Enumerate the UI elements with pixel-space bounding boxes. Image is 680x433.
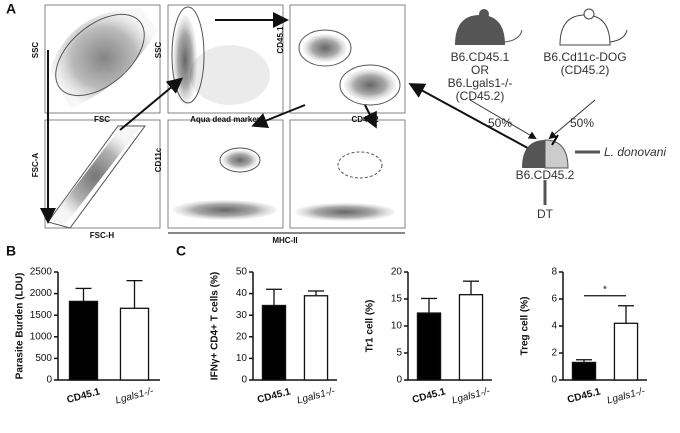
x-tick-label: Lgals1-/- (114, 386, 155, 407)
mouse-label: OR (471, 63, 489, 77)
bar (68, 300, 99, 381)
gating-arrows (40, 12, 596, 224)
panel-label: C (176, 243, 186, 259)
x-tick-label: Lgals1-/- (606, 386, 647, 407)
bar (261, 304, 287, 381)
y-tick-label: 0 (551, 375, 557, 386)
y-tick-label: 2500 (30, 267, 53, 278)
axis-label: SSC (154, 42, 163, 59)
axis-label: MHC-II (272, 236, 297, 245)
axis-label: FSC-A (31, 153, 40, 178)
x-tick-label: Lgals1-/- (296, 386, 337, 407)
y-tick-label: 2000 (30, 288, 53, 299)
axis-label: FSC-H (90, 231, 115, 240)
mouse-label: B6.CD45.2 (516, 168, 575, 182)
x-tick-label: CD45.1 (411, 386, 447, 406)
y-tick-label: 1000 (30, 331, 53, 342)
mouse-label: (CD45.2) (456, 89, 505, 103)
y-tick-label: 8 (551, 267, 557, 278)
mouse-label: B6.Lgals1-/- (448, 76, 513, 90)
y-tick-label: 0 (241, 375, 247, 386)
y-axis-label: IFNγ+ CD4+ T cells (%) (210, 272, 221, 380)
x-tick-label: Lgals1-/- (451, 386, 492, 407)
mouse-label: B6.Cd11c-DOG (543, 50, 626, 64)
mouse-label: B6.CD45.1 (451, 50, 510, 64)
mice (455, 8, 628, 205)
y-axis-label: Treg cell (%) (520, 297, 531, 356)
x-tick-label: CD45.1 (566, 386, 602, 406)
pathogen: L. donovani (604, 145, 666, 159)
y-tick-label: 15 (391, 294, 403, 305)
y-tick-label: 10 (391, 321, 403, 332)
bar (571, 361, 597, 381)
bar (613, 322, 639, 381)
bar (416, 312, 442, 381)
x-tick-label: CD45.1 (66, 386, 102, 406)
y-tick-label: 50 (236, 267, 248, 278)
y-tick-label: 40 (236, 288, 248, 299)
ratio: 50% (488, 116, 512, 130)
y-tick-label: 0 (46, 375, 52, 386)
ratio: 50% (570, 116, 594, 130)
y-axis-label: Tr1 cell (%) (365, 300, 376, 353)
bar (303, 295, 329, 381)
y-tick-label: 4 (551, 321, 557, 332)
axis-label: CD11c (154, 147, 163, 172)
y-tick-label: 0 (396, 375, 402, 386)
y-tick-label: 1500 (30, 310, 53, 321)
bar (119, 307, 150, 381)
panel-label: B (6, 243, 16, 259)
y-axis-label: Parasite Burden (LDU) (15, 273, 26, 380)
y-tick-label: 6 (551, 294, 557, 305)
y-tick-label: 2 (551, 348, 557, 359)
bar (458, 294, 484, 381)
y-tick-label: 20 (391, 267, 403, 278)
y-tick-label: 10 (236, 353, 248, 364)
x-tick-label: CD45.1 (256, 386, 292, 406)
y-tick-label: 5 (396, 348, 402, 359)
axis-label: SSC (31, 42, 40, 59)
axis-label: FSC (94, 115, 110, 124)
axis-label: Aqua dead marker (190, 115, 260, 124)
y-tick-label: 20 (236, 331, 248, 342)
y-tick-label: 30 (236, 310, 248, 321)
panel-label: A (6, 1, 16, 17)
treatment: DT (537, 207, 554, 221)
y-tick-label: 500 (35, 353, 52, 364)
axis-label: CD45.1 (276, 26, 285, 54)
annotation: * (603, 284, 607, 295)
mouse-label: (CD45.2) (561, 63, 610, 77)
